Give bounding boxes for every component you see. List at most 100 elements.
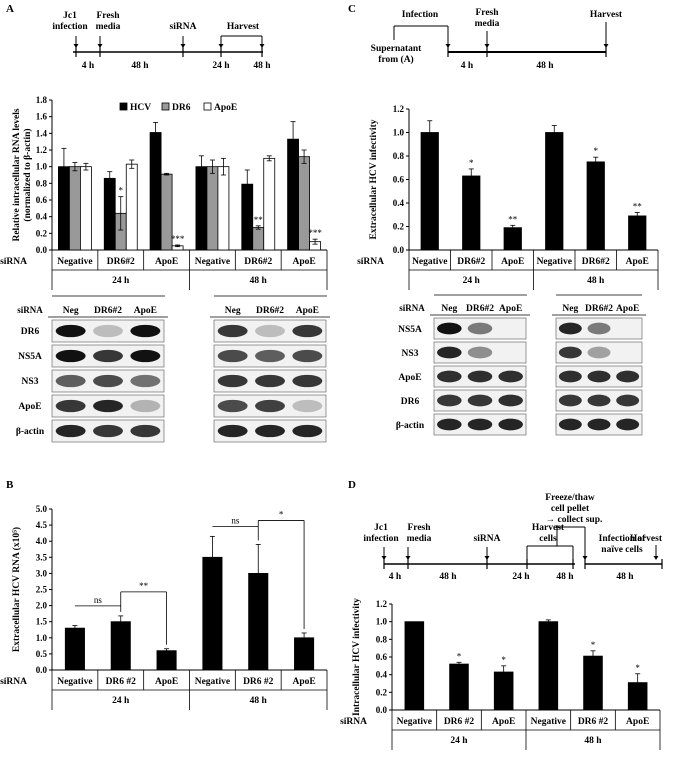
chart-A-legend-swatch [119, 102, 128, 111]
chart-A-bar-apoe [217, 166, 230, 251]
panel-d-event-label: naïve cells [601, 545, 643, 555]
chart-D-significance: * [457, 651, 462, 661]
panel-a-duration: 48 h [131, 61, 149, 71]
panel-a-blot-48h-band [217, 374, 248, 388]
chart-C-category-label: DR6#2 [457, 257, 485, 267]
panel-c-blot-48h-band [558, 418, 582, 431]
chart-C-bar-value [586, 161, 605, 251]
panel-a-blot-48h-band [217, 349, 248, 363]
chart-D-y-tick-label: 1.2 [376, 599, 388, 609]
chart-B-bar-value [110, 621, 131, 671]
panel-c-blot-48h-band [616, 370, 640, 383]
chart-B-comparison-label: ns [94, 595, 103, 605]
chart-C-group-label: 24 h [463, 276, 481, 286]
chart-A-significance: *** [171, 234, 185, 244]
chart-A-category-label: Negative [195, 257, 230, 267]
panel-a-blot-48h-band [292, 324, 323, 338]
chart-B-y-tick-label: 1.0 [36, 633, 48, 643]
chart-C-category-label: ApoE [626, 257, 649, 267]
chart-A-legend-swatch [203, 102, 212, 111]
panel-a-blot-row-label: DR6 [21, 327, 40, 337]
chart-C-y-tick-label: 0.8 [393, 151, 405, 161]
chart-D-y-tick-label: 0.4 [376, 670, 388, 680]
chart-A-significance: * [119, 186, 124, 196]
panel-d-duration: 24 h [512, 572, 530, 582]
chart-A-legend-label: ApoE [214, 103, 237, 113]
chart-B-bar-value [64, 627, 85, 671]
chart-B-y-tick-label: 1.5 [36, 617, 48, 627]
panel-c-blot-24h-band [498, 418, 523, 431]
panel-c-blot-48h-band [558, 346, 582, 359]
panel-c-blot-24h-band [467, 322, 493, 335]
panel-c-arrow-head [445, 44, 451, 48]
chart-A-y-tick-label: 0.2 [36, 228, 48, 238]
chart-D-bar-value [449, 663, 469, 711]
panel-c-blot-24h-band [437, 418, 462, 431]
panel-a-arrow-head [97, 44, 103, 48]
chart-C-y-axis-label: Extracellular HCV infectivity [369, 119, 379, 239]
panel-c-blot-48h-band [616, 418, 640, 431]
chart-D-group-label: 48 h [584, 736, 602, 746]
chart-B-x-axis-label: siRNA [0, 677, 27, 687]
panel-c-blot-48h-band [558, 322, 582, 335]
chart-A-bar-dr6 [206, 166, 219, 251]
panel-c-event-label: Harvest [590, 10, 623, 20]
panel-a-blot-48h-band [292, 399, 323, 413]
panel-c-event-label: media [475, 19, 500, 29]
panel-a-blot-24h-band [130, 424, 161, 438]
chart-D-category-label: Negative [531, 717, 566, 727]
chart-A-category-label: Negative [57, 257, 92, 267]
panel-c-blot-24h-band [498, 370, 523, 383]
panel-a-blot-48h-band [255, 349, 285, 363]
panel-a-blot-48h-band [255, 324, 285, 338]
chart-C-significance: ** [633, 201, 643, 211]
panel-c-blot-row-label: NS5A [398, 325, 422, 335]
panel-d-event-label: siRNA [474, 534, 501, 544]
panel-d-arrow-head [582, 556, 588, 560]
panel-c-blot-48h-lane-label: DR6#2 [585, 304, 613, 314]
panel-d-label: D [348, 479, 356, 491]
chart-D-category-label: ApoE [626, 717, 649, 727]
chart-C-group-label: 48 h [587, 276, 605, 286]
panel-a-duration: 4 h [82, 61, 95, 71]
chart-B-y-tick-label: 3.0 [36, 568, 48, 578]
panel-a-blot-48h-band [217, 399, 248, 413]
panel-a-duration: 48 h [253, 61, 271, 71]
chart-A-x-axis-label: siRNA [0, 257, 27, 267]
panel-c-blot-24h-membrane [433, 341, 527, 364]
chart-B-y-tick-label: 0.5 [36, 649, 48, 659]
chart-A-category-label: DR6#2 [107, 257, 135, 267]
panel-a-blot-48h-band [255, 424, 285, 438]
panel-a-blot-24h-band [93, 424, 123, 438]
chart-B-group-label: 24 h [112, 696, 130, 706]
panel-c-event-label: Fresh [475, 8, 499, 18]
chart-A-group-label: 24 h [112, 276, 130, 286]
panel-a-blot-24h-membrane [51, 319, 165, 343]
chart-A-bar-apoe [263, 157, 276, 251]
panel-c-blot-24h-header-label: siRNA [399, 303, 425, 313]
chart-B-category-label: Negative [195, 677, 230, 687]
chart-A-bar-hcv [149, 132, 162, 251]
panel-c-blot-row-label: β-actin [396, 421, 425, 431]
chart-A-category-label: ApoE [292, 257, 315, 267]
chart-B-category-label: ApoE [155, 677, 178, 687]
panel-a-blot-48h-band [292, 424, 323, 438]
chart-A-legend-swatch [161, 102, 170, 111]
panel-c-blot-48h-band [587, 346, 611, 359]
panel-a-blot-24h-header-label: siRNA [17, 305, 43, 315]
chart-B-y-tick-label: 3.5 [36, 552, 48, 562]
panel-a-duration: 24 h [212, 61, 230, 71]
panel-a-blot-24h-band [93, 374, 123, 388]
panel-a-arrow-head [259, 44, 265, 48]
chart-B-category-label: DR6 #2 [106, 677, 137, 687]
chart-B-category-label: ApoE [292, 677, 315, 687]
chart-A-legend-label: DR6 [172, 103, 191, 113]
chart-C-category-label: Negative [412, 257, 447, 267]
panel-a-event-label: Harvest [227, 22, 260, 32]
panel-b-label: B [6, 479, 14, 491]
chart-D-significance: * [635, 663, 640, 673]
chart-D-bar-value [538, 621, 559, 711]
panel-a-event-label: infection [52, 22, 88, 32]
panel-a-blot-24h-band [55, 424, 86, 438]
panel-c-blot-48h-band [587, 370, 611, 383]
